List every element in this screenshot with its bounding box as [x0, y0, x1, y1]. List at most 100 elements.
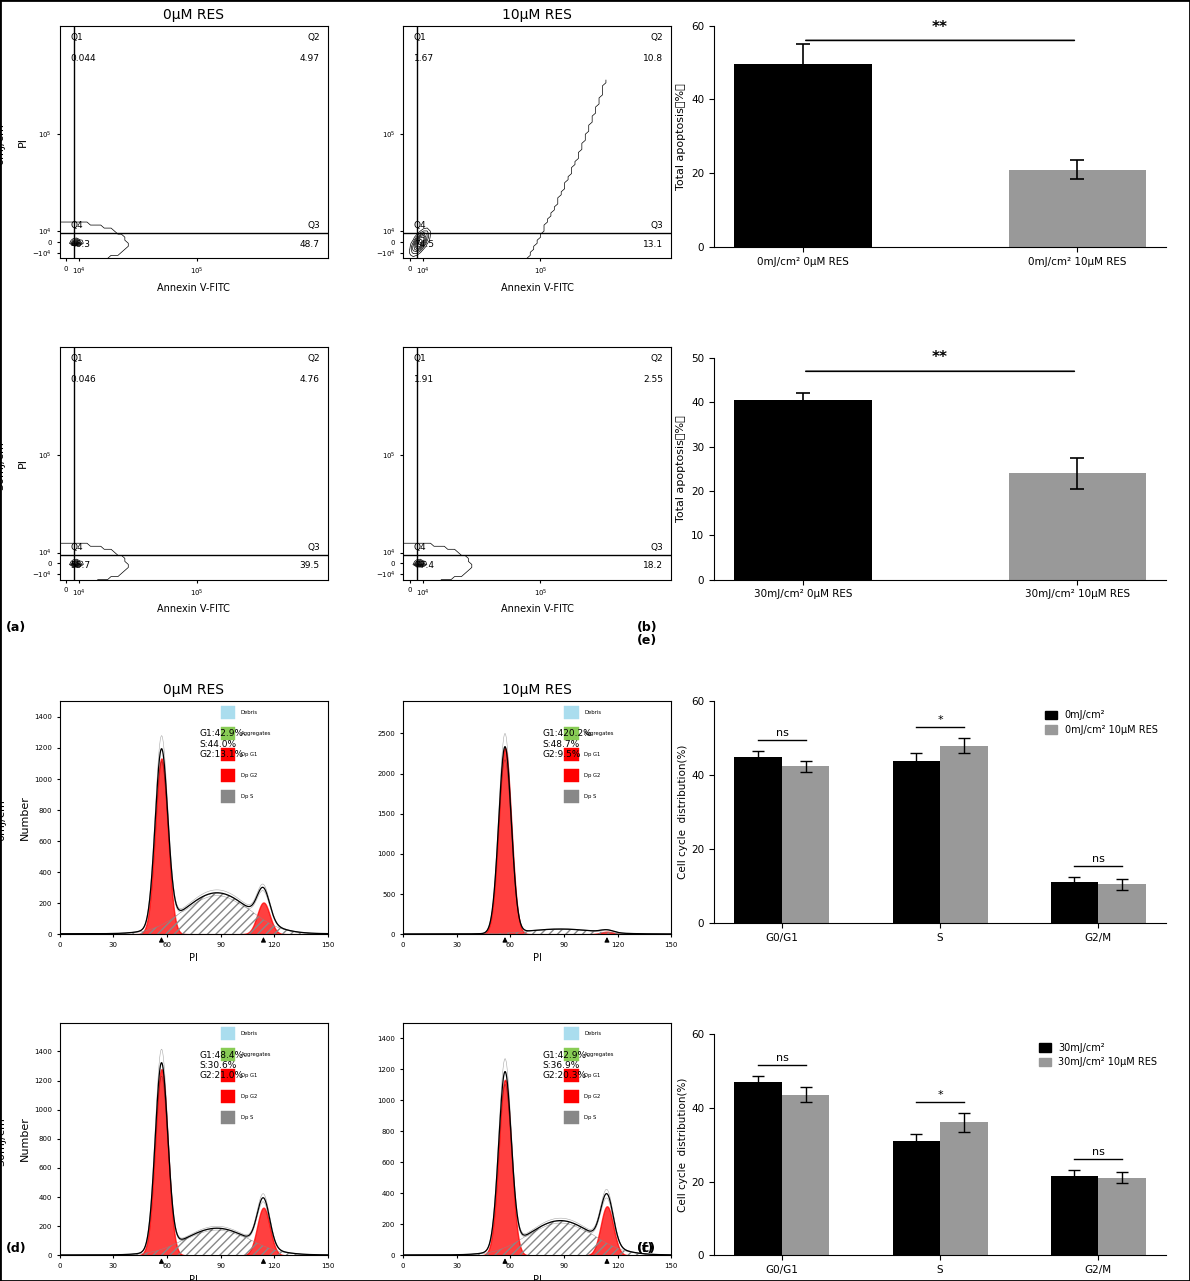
Text: **: **: [932, 19, 948, 35]
Bar: [892, 761, 940, 924]
Text: Q3: Q3: [651, 222, 663, 231]
Bar: [220, 748, 236, 761]
Text: Q2: Q2: [307, 354, 320, 363]
Text: G1:42.9%
S:44.0%
G2:13.1%: G1:42.9% S:44.0% G2:13.1%: [199, 729, 243, 760]
Text: (b): (b): [637, 621, 657, 634]
Y-axis label: 0mJ/cm²

Number: 0mJ/cm² Number: [0, 794, 30, 842]
Text: (f): (f): [637, 1243, 653, 1255]
X-axis label: PI: PI: [189, 1275, 198, 1281]
Text: Debris: Debris: [584, 710, 601, 715]
X-axis label: Annexin V-FITC: Annexin V-FITC: [157, 283, 230, 293]
Y-axis label: 30mJ/cm²

Number: 30mJ/cm² Number: [0, 1112, 30, 1166]
Text: 55.7: 55.7: [70, 561, 90, 570]
Text: 48.7: 48.7: [300, 240, 320, 249]
Text: 74.5: 74.5: [414, 240, 433, 249]
Text: Q4: Q4: [414, 543, 426, 552]
Bar: [734, 64, 871, 247]
Text: Debris: Debris: [240, 1031, 258, 1036]
X-axis label: Annexin V-FITC: Annexin V-FITC: [157, 605, 230, 614]
Text: (c): (c): [637, 1243, 656, 1255]
Text: Dp G2: Dp G2: [584, 1094, 601, 1099]
Text: Aggregates: Aggregates: [240, 1052, 271, 1057]
Bar: [1051, 1176, 1098, 1255]
Text: G1:48.4%
S:30.6%
G2:21.0%: G1:48.4% S:30.6% G2:21.0%: [199, 1050, 243, 1080]
Text: Dp S: Dp S: [240, 1114, 253, 1120]
Title: 10μM RES: 10μM RES: [502, 684, 572, 697]
Text: Dp G1: Dp G1: [240, 752, 257, 757]
Bar: [1009, 473, 1146, 579]
Text: Q4: Q4: [70, 222, 83, 231]
Legend: 30mJ/cm², 30mJ/cm² 10μM RES: 30mJ/cm², 30mJ/cm² 10μM RES: [1035, 1039, 1161, 1071]
Text: Debris: Debris: [584, 1031, 601, 1036]
Text: Q1: Q1: [70, 32, 83, 41]
Text: Dp S: Dp S: [584, 794, 596, 799]
Text: Dp S: Dp S: [584, 1114, 596, 1120]
Text: Q3: Q3: [651, 543, 663, 552]
Text: Q1: Q1: [414, 32, 426, 41]
Bar: [940, 746, 988, 924]
Bar: [564, 790, 578, 803]
Text: Dp G1: Dp G1: [584, 1073, 601, 1079]
Bar: [1009, 169, 1146, 247]
X-axis label: PI: PI: [533, 953, 541, 963]
Bar: [564, 1111, 578, 1123]
Text: 39.5: 39.5: [300, 561, 320, 570]
Text: 0.044: 0.044: [70, 54, 96, 63]
Text: G1:420.2%
S:48.7%
G2:9.5%: G1:420.2% S:48.7% G2:9.5%: [543, 729, 593, 760]
Bar: [564, 1090, 578, 1103]
Bar: [734, 1082, 782, 1255]
Y-axis label: 30mJ/cm²

PI: 30mJ/cm² PI: [0, 437, 29, 489]
Title: 0μM RES: 0μM RES: [163, 8, 224, 22]
Title: 0μM RES: 0μM RES: [163, 684, 224, 697]
Bar: [564, 1048, 578, 1061]
Text: (e): (e): [637, 634, 657, 647]
Bar: [220, 1070, 236, 1082]
Bar: [734, 400, 871, 579]
Text: Q1: Q1: [414, 354, 426, 363]
Text: Dp G1: Dp G1: [584, 752, 601, 757]
Bar: [220, 1048, 236, 1061]
Bar: [220, 1090, 236, 1103]
Bar: [564, 769, 578, 781]
Bar: [220, 1027, 236, 1040]
Bar: [564, 748, 578, 761]
Text: (d): (d): [6, 1243, 26, 1255]
Text: Q2: Q2: [651, 32, 663, 41]
Y-axis label: Cell cycle  distribution(%): Cell cycle distribution(%): [678, 746, 688, 880]
Bar: [1098, 884, 1146, 924]
Text: Aggregates: Aggregates: [240, 731, 271, 737]
Title: 10μM RES: 10μM RES: [502, 8, 572, 22]
Bar: [220, 769, 236, 781]
Text: *: *: [938, 715, 942, 725]
Text: Q2: Q2: [307, 32, 320, 41]
Text: 18.2: 18.2: [644, 561, 663, 570]
Text: Aggregates: Aggregates: [584, 731, 615, 737]
Bar: [892, 1141, 940, 1255]
Text: Dp G1: Dp G1: [240, 1073, 257, 1079]
Bar: [782, 766, 829, 924]
Y-axis label: Cell cycle  distribution(%): Cell cycle distribution(%): [678, 1077, 688, 1212]
Y-axis label: Total apoptosis（%）: Total apoptosis（%）: [676, 415, 685, 523]
Text: (a): (a): [6, 621, 26, 634]
Text: ns: ns: [776, 1053, 789, 1063]
Text: 1.91: 1.91: [414, 375, 434, 384]
Bar: [220, 706, 236, 719]
Text: 10.8: 10.8: [644, 54, 663, 63]
X-axis label: PI: PI: [533, 1275, 541, 1281]
Bar: [782, 1095, 829, 1255]
Text: Q4: Q4: [70, 543, 83, 552]
Bar: [1098, 1177, 1146, 1255]
Text: 13.1: 13.1: [644, 240, 663, 249]
Bar: [220, 1111, 236, 1123]
Text: G1:42.9%
S:36.9%
G2:20.3%: G1:42.9% S:36.9% G2:20.3%: [543, 1050, 587, 1080]
Text: 4.76: 4.76: [300, 375, 320, 384]
Y-axis label: Total apoptosis（%）: Total apoptosis（%）: [676, 83, 685, 190]
Bar: [564, 728, 578, 740]
X-axis label: Annexin V-FITC: Annexin V-FITC: [501, 605, 574, 614]
Text: Q1: Q1: [70, 354, 83, 363]
Bar: [1051, 883, 1098, 924]
Text: Debris: Debris: [240, 710, 258, 715]
Text: 1.67: 1.67: [414, 54, 434, 63]
Text: Q3: Q3: [307, 543, 320, 552]
Text: **: **: [932, 350, 948, 365]
